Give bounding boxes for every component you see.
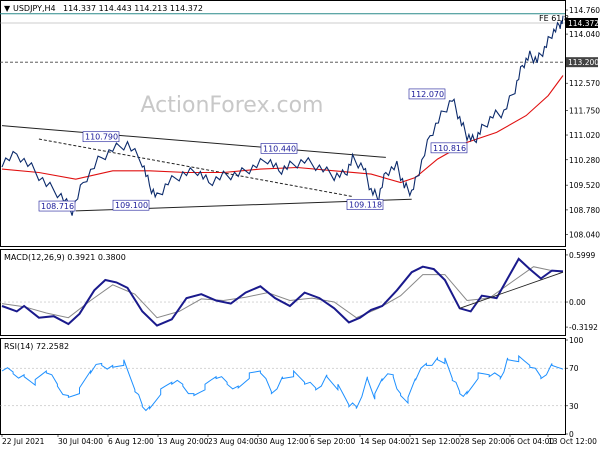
x-tick-9: 28 Sep 20:00 (460, 437, 510, 446)
macd-y-ticks: 0.5999 0.00 -0.3192 (565, 251, 598, 332)
fe-label: FE 61.8 (539, 14, 569, 23)
watermark: ActionForex.com (141, 93, 324, 118)
macd-trend-line (459, 271, 564, 309)
x-tick-8: 21 Sep 12:00 (410, 437, 460, 446)
svg-text:108.716: 108.716 (41, 202, 74, 211)
annotation-0: 108.716 (38, 200, 76, 212)
x-axis-ticks: 22 Jul 2021 30 Jul 04:00 6 Aug 12:00 13 Aug… (1, 434, 597, 446)
svg-text:110.816: 110.816 (433, 144, 466, 153)
main-title: USDJPY,H4 (13, 4, 56, 13)
trend-line-0 (1, 125, 386, 158)
trend-line-2 (38, 138, 353, 198)
annotation-1: 110.790 (82, 131, 120, 143)
macd-panel-frame (0, 249, 566, 336)
rsi-y-ticks: 100 70 30 0 (565, 336, 584, 439)
rsi-y-tick-1: 70 (569, 364, 579, 373)
rsi-series (1, 354, 564, 412)
x-tick-6: 6 Sep 20:00 (310, 437, 356, 446)
x-tick-10: 6 Oct 04:00 (510, 437, 554, 446)
y-tick-5: 110.280 (569, 156, 600, 165)
rsi-y-tick-2: 30 (569, 402, 579, 411)
svg-text:112.070: 112.070 (411, 90, 444, 99)
price-badge-1: 113.200 (566, 57, 599, 68)
macd-title: MACD(12,26,9) 0.3921 0.3800 (4, 253, 126, 262)
x-tick-3: 13 Aug 20:00 (158, 437, 209, 446)
y-tick-7: 108.780 (569, 206, 600, 215)
y-tick-4: 111.020 (569, 131, 600, 140)
annotation-5: 112.070 (408, 88, 446, 100)
rsi-y-tick-3: 0 (569, 430, 574, 439)
rsi-panel-frame (0, 338, 566, 435)
price-badge-0: 114.372 (566, 17, 599, 28)
annotation-3: 110.440 (260, 143, 298, 154)
annotation-6: 110.816 (430, 142, 468, 154)
svg-text:109.100: 109.100 (115, 201, 148, 210)
macd-y-tick-0: 0.5999 (569, 251, 595, 260)
x-tick-1: 30 Jul 04:00 (58, 437, 103, 446)
macd-line (1, 257, 564, 327)
svg-text:110.440: 110.440 (263, 144, 296, 153)
x-tick-11: 13 Oct 12:00 (548, 437, 597, 446)
svg-text:109.118: 109.118 (349, 201, 382, 210)
price-series-line (1, 15, 564, 216)
svg-text:113.200: 113.200 (568, 58, 599, 67)
x-tick-7: 14 Sep 04:00 (360, 437, 410, 446)
x-tick-0: 22 Jul 2021 (2, 437, 45, 446)
y-tick-6: 109.520 (569, 181, 600, 190)
annotation-2: 109.100 (112, 199, 150, 211)
y-tick-1: 114.040 (569, 30, 600, 39)
svg-text:110.790: 110.790 (85, 133, 118, 142)
macd-signal-line (1, 266, 564, 319)
macd-series (1, 257, 564, 327)
macd-y-tick-2: -0.3192 (569, 323, 598, 332)
main-y-ticks: 114.760 114.040 112.570 111.750 111.020 110.2… (565, 6, 600, 240)
ohlc-header: 114.337 114.443 114.213 114.372 (63, 4, 203, 13)
main-panel-frame (0, 0, 566, 247)
symbol-arrow: ▼ (4, 4, 11, 13)
main-annotations: 108.716 110.790 109.100 110.440 109.118 112.0… (38, 88, 468, 212)
y-tick-8: 108.040 (569, 231, 600, 240)
x-tick-2: 6 Aug 12:00 (108, 437, 154, 446)
annotation-4: 109.118 (346, 199, 384, 210)
main-series (1, 15, 564, 216)
y-tick-2: 112.570 (569, 79, 600, 88)
x-tick-5: 30 Aug 12:00 (258, 437, 309, 446)
svg-text:114.372: 114.372 (568, 19, 599, 28)
rsi-title: RSI(14) 72.2582 (4, 342, 69, 351)
main-gridlines (0, 13, 565, 63)
y-tick-3: 111.750 (569, 107, 600, 116)
moving-average-line (1, 75, 564, 184)
macd-y-tick-1: 0.00 (569, 298, 586, 307)
rsi-line (1, 354, 564, 412)
main-price-badges: 114.372 113.200 (566, 17, 599, 68)
x-tick-4: 23 Aug 04:00 (208, 437, 259, 446)
y-tick-0: 114.760 (569, 6, 600, 15)
rsi-y-tick-0: 100 (569, 336, 584, 345)
